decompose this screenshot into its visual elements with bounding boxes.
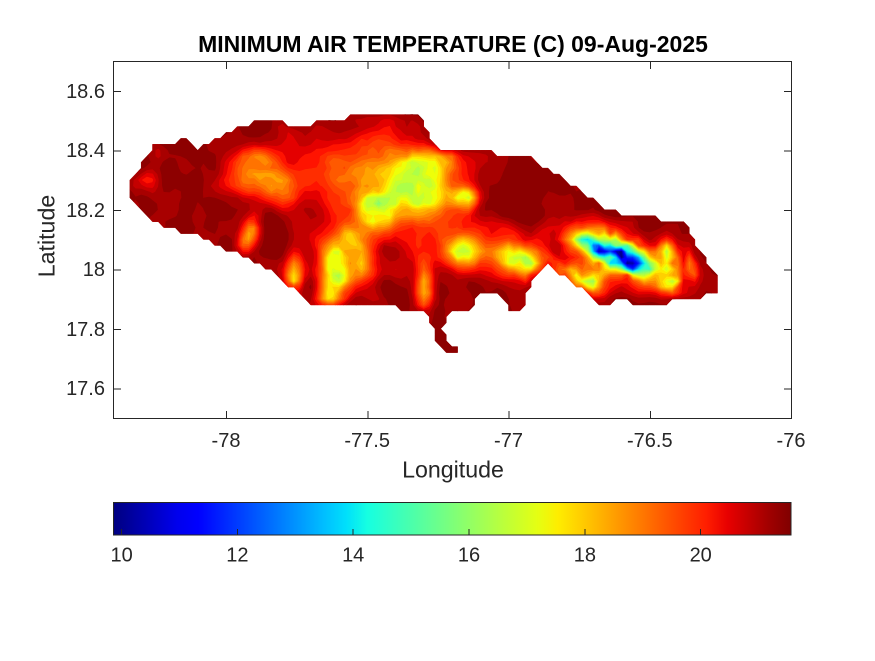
svg-text:18.6: 18.6	[66, 81, 105, 103]
svg-text:18: 18	[574, 545, 596, 567]
svg-text:-78: -78	[212, 430, 241, 452]
svg-text:12: 12	[226, 545, 248, 567]
svg-text:20: 20	[690, 545, 712, 567]
svg-text:-77.5: -77.5	[344, 430, 390, 452]
svg-text:16: 16	[458, 545, 480, 567]
svg-text:MINIMUM AIR TEMPERATURE (C) 09: MINIMUM AIR TEMPERATURE (C) 09-Aug-2025	[198, 31, 708, 57]
svg-text:17.6: 17.6	[66, 378, 105, 400]
svg-text:17.8: 17.8	[66, 319, 105, 341]
svg-text:Longitude: Longitude	[402, 457, 504, 483]
svg-text:18: 18	[83, 259, 105, 281]
svg-text:-77: -77	[494, 430, 523, 452]
svg-text:-76: -76	[777, 430, 806, 452]
svg-text:18.2: 18.2	[66, 200, 105, 222]
svg-text:18.4: 18.4	[66, 140, 105, 162]
svg-text:10: 10	[110, 545, 132, 567]
svg-text:14: 14	[342, 545, 364, 567]
svg-text:Latitude: Latitude	[34, 195, 60, 278]
svg-text:-76.5: -76.5	[627, 430, 673, 452]
